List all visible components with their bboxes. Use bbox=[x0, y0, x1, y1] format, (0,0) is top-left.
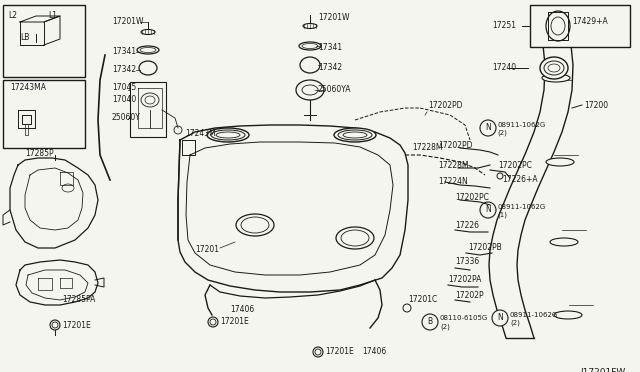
Text: N: N bbox=[485, 205, 491, 215]
Ellipse shape bbox=[540, 57, 568, 79]
Circle shape bbox=[403, 304, 411, 312]
Text: 25060Y: 25060Y bbox=[112, 113, 141, 122]
Text: B: B bbox=[428, 317, 433, 327]
Bar bbox=[530, 5, 630, 47]
Ellipse shape bbox=[137, 46, 159, 54]
Text: 17251: 17251 bbox=[492, 22, 516, 31]
Ellipse shape bbox=[554, 311, 582, 319]
Ellipse shape bbox=[334, 128, 376, 142]
Text: 17406: 17406 bbox=[362, 347, 387, 356]
Text: 17040: 17040 bbox=[112, 96, 136, 105]
Text: 17243MA: 17243MA bbox=[10, 83, 46, 93]
Text: 17200: 17200 bbox=[584, 100, 608, 109]
Circle shape bbox=[50, 320, 60, 330]
Text: (2): (2) bbox=[440, 324, 450, 330]
Text: L2: L2 bbox=[8, 10, 17, 19]
Text: 17336: 17336 bbox=[455, 257, 479, 266]
Ellipse shape bbox=[296, 80, 324, 100]
Text: 17224N: 17224N bbox=[438, 177, 468, 186]
Text: 17228M: 17228M bbox=[412, 144, 442, 153]
Circle shape bbox=[208, 317, 218, 327]
Text: 17285P: 17285P bbox=[25, 148, 54, 157]
Circle shape bbox=[480, 202, 496, 218]
Text: 17202PC: 17202PC bbox=[498, 160, 532, 170]
Text: (1): (1) bbox=[497, 212, 507, 218]
Ellipse shape bbox=[542, 74, 570, 82]
Text: 17429+A: 17429+A bbox=[572, 17, 608, 26]
Text: 17406: 17406 bbox=[230, 305, 254, 314]
Text: 17243M: 17243M bbox=[185, 128, 216, 138]
Text: 08911-1062G: 08911-1062G bbox=[510, 312, 558, 318]
Text: 17202PA: 17202PA bbox=[448, 276, 481, 285]
Text: 17202P: 17202P bbox=[455, 292, 484, 301]
Ellipse shape bbox=[546, 158, 574, 166]
Text: 17202PD: 17202PD bbox=[438, 141, 472, 150]
Text: 17240: 17240 bbox=[492, 64, 516, 73]
Text: 17226: 17226 bbox=[455, 221, 479, 230]
Text: (2): (2) bbox=[497, 130, 507, 136]
Ellipse shape bbox=[139, 61, 157, 75]
Text: 17341: 17341 bbox=[112, 48, 136, 57]
Text: 17201E: 17201E bbox=[220, 317, 249, 327]
Text: 17201: 17201 bbox=[195, 246, 219, 254]
Circle shape bbox=[480, 120, 496, 136]
Text: 17201C: 17201C bbox=[408, 295, 437, 305]
Text: 17285PA: 17285PA bbox=[62, 295, 95, 304]
Bar bbox=[3, 80, 85, 148]
Text: N: N bbox=[497, 314, 503, 323]
Text: 17201W: 17201W bbox=[318, 13, 349, 22]
Circle shape bbox=[313, 347, 323, 357]
Text: 17226+A: 17226+A bbox=[502, 176, 538, 185]
Ellipse shape bbox=[141, 29, 155, 35]
Bar bbox=[3, 5, 85, 77]
Circle shape bbox=[492, 310, 508, 326]
Text: 08110-6105G: 08110-6105G bbox=[440, 315, 488, 321]
Text: 08911-1062G: 08911-1062G bbox=[497, 122, 545, 128]
Text: N: N bbox=[485, 124, 491, 132]
Text: 17228M: 17228M bbox=[438, 160, 468, 170]
Circle shape bbox=[497, 173, 503, 179]
Ellipse shape bbox=[300, 57, 320, 73]
Bar bbox=[130, 82, 166, 137]
Text: LB: LB bbox=[20, 33, 29, 42]
Text: 17201W: 17201W bbox=[112, 17, 143, 26]
Text: 17202PB: 17202PB bbox=[468, 244, 502, 253]
Ellipse shape bbox=[299, 42, 321, 50]
Text: L1: L1 bbox=[48, 10, 57, 19]
Circle shape bbox=[422, 314, 438, 330]
Text: 17341: 17341 bbox=[318, 44, 342, 52]
Text: 17202PD: 17202PD bbox=[428, 100, 463, 109]
Text: 17342: 17342 bbox=[112, 65, 136, 74]
Ellipse shape bbox=[207, 128, 249, 142]
Text: 08911-1062G: 08911-1062G bbox=[497, 204, 545, 210]
Text: 17342: 17342 bbox=[318, 62, 342, 71]
Ellipse shape bbox=[303, 23, 317, 29]
Ellipse shape bbox=[550, 238, 578, 246]
Text: 17201E: 17201E bbox=[62, 321, 91, 330]
Text: J17201FW: J17201FW bbox=[580, 368, 625, 372]
Text: (2): (2) bbox=[510, 320, 520, 326]
Text: 17201E: 17201E bbox=[325, 347, 354, 356]
Text: 17045: 17045 bbox=[112, 83, 136, 93]
Text: 17202PC: 17202PC bbox=[455, 193, 489, 202]
Text: 25060YA: 25060YA bbox=[318, 86, 351, 94]
